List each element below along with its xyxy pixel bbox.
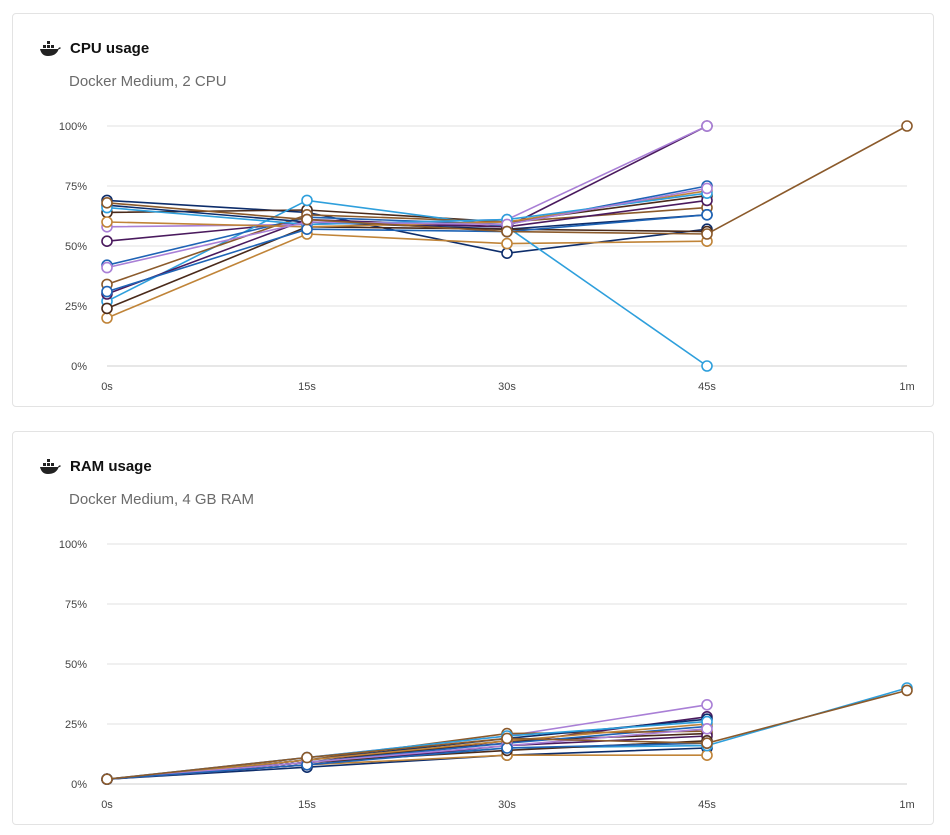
x-tick-label: 0s — [101, 381, 113, 393]
series-line — [106, 723, 708, 780]
docker-icon — [40, 40, 61, 56]
series-line — [106, 199, 708, 367]
data-point[interactable] — [901, 120, 913, 132]
x-tick-label: 0s — [101, 799, 113, 811]
data-point[interactable] — [101, 235, 113, 247]
data-point[interactable] — [901, 684, 913, 697]
series-line — [106, 728, 708, 780]
y-tick-label: 100% — [59, 539, 87, 551]
cpu-card-subtitle: Docker Medium, 2 CPU — [69, 73, 227, 90]
data-point[interactable] — [301, 751, 313, 764]
data-point[interactable] — [701, 360, 713, 372]
y-tick-label: 25% — [65, 719, 87, 731]
data-point[interactable] — [701, 698, 713, 711]
data-point[interactable] — [501, 247, 513, 259]
y-tick-label: 100% — [59, 121, 87, 133]
data-point[interactable] — [501, 237, 513, 250]
ram-card-subtitle: Docker Medium, 4 GB RAM — [69, 491, 255, 508]
data-point[interactable] — [101, 261, 113, 274]
data-point[interactable] — [101, 197, 113, 209]
ram-usage-chart: 0% 25% 50% 75% 100% 0s 15s 30s 45s 1m — [59, 539, 915, 811]
ram-card-title: RAM usage — [70, 458, 152, 475]
series-line — [106, 747, 708, 780]
data-point[interactable] — [701, 228, 713, 240]
series-line — [106, 233, 708, 319]
y-tick-label: 0% — [71, 361, 87, 373]
data-point[interactable] — [701, 737, 713, 750]
ram-card-header: RAM usage — [39, 458, 152, 475]
series-line — [106, 199, 708, 255]
y-tick-label: 75% — [65, 599, 87, 611]
y-tick-label: 0% — [71, 779, 87, 791]
cpu-card-title: CPU usage — [70, 40, 150, 57]
cpu-usage-chart: 0% 25% 50% 75% 100% 0s 15s 30s 45s 1m — [59, 120, 915, 393]
data-point[interactable] — [501, 225, 513, 238]
x-tick-label: 15s — [298, 799, 316, 811]
data-point[interactable] — [101, 312, 113, 324]
x-tick-label: 30s — [498, 381, 516, 393]
x-tick-label: 45s — [698, 799, 716, 811]
data-point[interactable] — [301, 194, 313, 207]
x-tick-label: 45s — [698, 381, 716, 393]
data-point[interactable] — [301, 223, 313, 235]
series-line — [106, 225, 708, 310]
series-line — [106, 185, 708, 266]
data-point[interactable] — [501, 732, 513, 745]
data-point[interactable] — [701, 182, 713, 195]
x-tick-label: 15s — [298, 381, 316, 393]
series-line — [106, 754, 707, 780]
y-tick-label: 25% — [65, 301, 87, 313]
data-point[interactable] — [701, 749, 713, 762]
x-tick-label: 1m — [899, 381, 914, 393]
series-line — [106, 192, 708, 226]
x-tick-label: 1m — [899, 799, 914, 811]
series-line — [106, 214, 708, 293]
data-point[interactable] — [701, 722, 713, 735]
y-tick-label: 50% — [65, 241, 87, 253]
series-line — [106, 187, 708, 269]
x-tick-label: 30s — [498, 799, 516, 811]
data-point[interactable] — [101, 216, 113, 228]
y-tick-label: 50% — [65, 659, 87, 671]
series-line — [106, 742, 708, 780]
data-point[interactable] — [101, 285, 113, 298]
data-point[interactable] — [701, 120, 713, 132]
data-point[interactable] — [101, 302, 113, 315]
cpu-card-header: CPU usage — [39, 40, 149, 57]
series-line — [106, 704, 708, 780]
data-point[interactable] — [501, 742, 513, 754]
ram-usage-card: RAM usage Docker Medium, 4 GB RAM 0% 25% 5… — [12, 431, 934, 825]
cpu-usage-card: CPU usage Docker Medium, 2 CPU 0% 25% 50% 7… — [12, 13, 934, 407]
y-tick-label: 75% — [65, 181, 87, 193]
data-point[interactable] — [701, 209, 713, 221]
series-line — [106, 206, 708, 286]
data-point[interactable] — [101, 773, 113, 786]
data-point[interactable] — [301, 213, 313, 226]
docker-icon — [40, 458, 61, 474]
